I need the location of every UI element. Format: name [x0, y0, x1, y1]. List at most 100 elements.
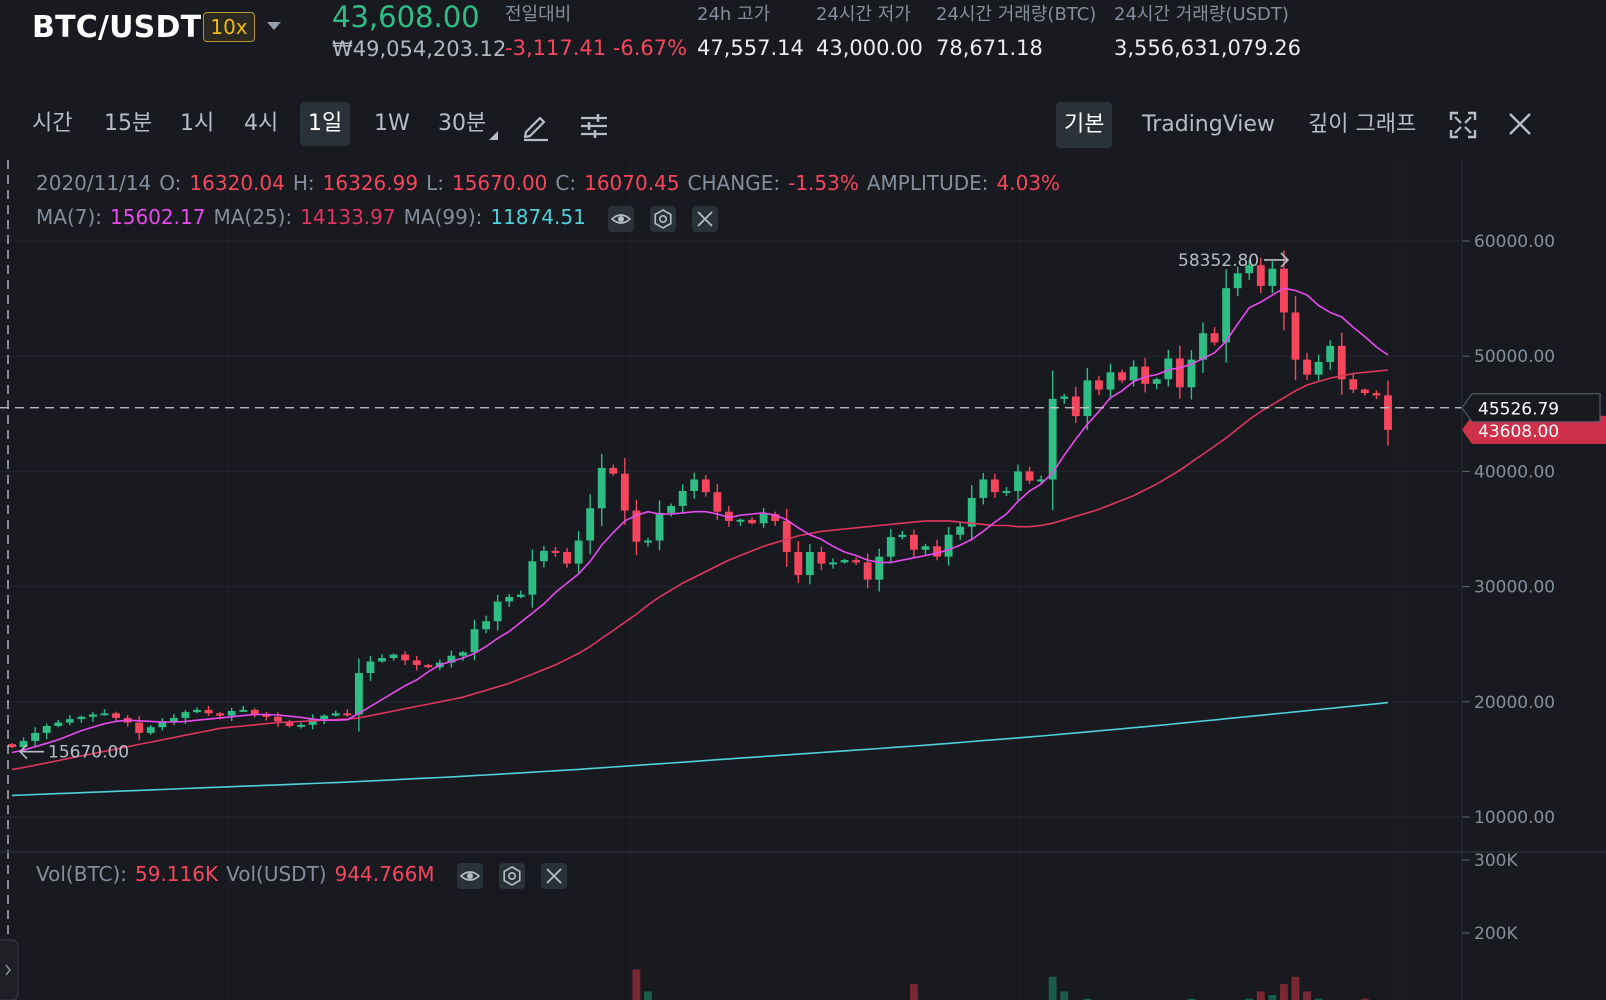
candle-body	[597, 467, 606, 509]
volume-bar	[1048, 976, 1057, 1000]
stat-value: -3,117.41 -6.67%	[505, 36, 688, 60]
volume-tick-label: 200K	[1474, 924, 1518, 944]
candle-body	[401, 654, 410, 661]
high-annotation-label: 58352.80	[1178, 251, 1259, 271]
candle-body	[331, 713, 340, 716]
volume-bar	[1280, 984, 1288, 1000]
leverage-badge[interactable]: 10x	[203, 12, 255, 42]
candle-body	[1002, 490, 1011, 493]
chart-toolbar: 시간 15분 1시 4시 1일 1W 30분 기본 TradingView 깊이…	[0, 96, 1606, 152]
candle-body	[1291, 312, 1300, 360]
fullscreen-icon[interactable]	[1448, 110, 1478, 140]
close-icon[interactable]	[1506, 110, 1534, 138]
candle-body	[1129, 366, 1138, 381]
candle-body	[89, 714, 97, 717]
ma7-value: 15602.17	[110, 205, 206, 229]
candle-body	[100, 713, 109, 716]
candle-body	[967, 497, 976, 527]
candle-body	[1280, 268, 1288, 313]
stat-value: 3,556,631,079.26	[1114, 36, 1302, 60]
candle-body	[354, 673, 363, 715]
ma99-line	[11, 701, 1389, 797]
legend-high-label: H:	[292, 171, 315, 195]
candle-body	[1175, 358, 1184, 388]
candle-body	[678, 490, 687, 506]
candle-body	[77, 716, 86, 720]
stat-label: 전일대비	[505, 4, 572, 25]
volume-bar	[1245, 998, 1254, 1000]
volume-bar	[632, 969, 641, 1000]
interval-30m-dropdown[interactable]: 30분	[430, 102, 500, 146]
candle-body	[921, 546, 930, 550]
candle-body	[1233, 273, 1242, 289]
candle-body	[8, 744, 16, 748]
candle-body	[944, 534, 953, 557]
volume-bar	[1291, 976, 1300, 1000]
crosshair-price-tag	[1461, 393, 1601, 423]
view-basic[interactable]: 기본	[1056, 102, 1113, 148]
candle-body	[1314, 361, 1323, 375]
candle-body	[1210, 333, 1219, 343]
candle-body	[1349, 379, 1358, 390]
candle-body	[112, 713, 120, 718]
candle-body	[1268, 268, 1277, 286]
view-tradingview[interactable]: TradingView	[1142, 112, 1275, 137]
ma-visibility-button[interactable]	[608, 205, 635, 232]
price-tick-label: 20000.00	[1474, 693, 1555, 713]
candle-body	[644, 540, 652, 543]
interval-4h[interactable]: 4시	[244, 111, 279, 136]
ma7-label: MA(7):	[36, 205, 103, 229]
settings-sliders-icon[interactable]	[578, 110, 610, 142]
interval-1h[interactable]: 1시	[180, 111, 215, 136]
candle-body	[1245, 265, 1254, 274]
volume-bars	[632, 969, 1369, 1000]
candle-body	[181, 712, 190, 718]
interval-1w[interactable]: 1W	[374, 111, 410, 136]
volume-bar	[1187, 998, 1196, 1000]
interval-1d[interactable]: 1일	[300, 102, 351, 146]
gear-icon	[654, 208, 672, 229]
pencil-icon[interactable]	[520, 110, 552, 142]
ma-remove-button[interactable]	[692, 205, 719, 232]
candle-body	[1152, 379, 1161, 384]
volume-legend: Vol(BTC): 59.116K Vol(USDT) 944.766M	[36, 862, 575, 889]
eye-icon	[611, 213, 632, 224]
volume-remove-button[interactable]	[540, 862, 567, 889]
volume-visibility-button[interactable]	[456, 862, 483, 889]
view-depth-chart[interactable]: 깊이 그래프	[1308, 112, 1417, 137]
moving-average-lines	[11, 287, 1389, 797]
pair-title[interactable]: BTC/USDT	[32, 10, 202, 45]
gear-icon	[503, 865, 521, 886]
candle-body	[933, 546, 941, 557]
candle-body	[886, 537, 895, 557]
volume-settings-button[interactable]	[498, 862, 525, 889]
legend-low-label: L:	[426, 171, 444, 195]
legend-open-value: 16320.04	[189, 171, 285, 195]
candle-body	[482, 621, 491, 630]
candle-body	[759, 514, 768, 524]
legend-amplitude-label: AMPLITUDE:	[866, 171, 989, 195]
candle-body	[632, 510, 641, 542]
candle-body	[1164, 358, 1173, 380]
legend-amplitude-value: 4.03%	[996, 171, 1061, 195]
ma-settings-button[interactable]	[650, 205, 677, 232]
volume-bar	[1360, 998, 1369, 1000]
candle-body	[667, 505, 676, 513]
candle-body	[320, 715, 329, 720]
candle-body	[262, 714, 271, 717]
candle-body	[424, 664, 433, 668]
dropdown-corner-icon	[489, 131, 499, 140]
candle-body	[169, 717, 178, 722]
candle-body	[343, 713, 352, 716]
candle-body	[574, 540, 583, 564]
candle-body	[898, 534, 907, 538]
ma25-value: 14133.97	[300, 205, 396, 229]
candle-body	[979, 479, 988, 498]
interval-time[interactable]: 시간	[32, 111, 73, 136]
chevron-down-icon[interactable]	[267, 22, 281, 30]
vol-usdt-label: Vol(USDT)	[226, 862, 327, 886]
interval-15m[interactable]: 15분	[104, 111, 153, 136]
volume-bar	[909, 984, 918, 1000]
legend-open-label: O:	[159, 171, 182, 195]
